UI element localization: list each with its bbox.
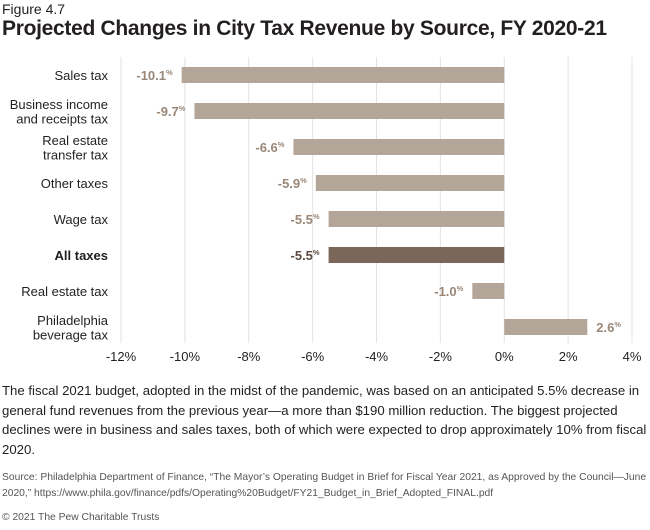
category-label: Real estate (42, 133, 108, 148)
x-tick-label: 4% (623, 349, 642, 364)
bar-chart: -10.1% -9.7% -6.6% -5.9% -5.5% -5.5% -1.0% 2.6%… (10, 57, 642, 364)
bar (181, 67, 505, 83)
bar (472, 283, 505, 299)
figure-label: Figure 4.7 (2, 1, 66, 17)
category-label: Other taxes (41, 176, 109, 191)
x-axis-ticks: -12% -10% -8% -6% -4% -2% 0% 2% 4% (106, 349, 642, 364)
category-label: beverage tax (33, 327, 109, 342)
category-label: Real estate tax (21, 284, 108, 299)
x-tick-label: -12% (106, 349, 137, 364)
gridlines (120, 57, 633, 343)
category-label: transfer tax (43, 147, 109, 162)
x-tick-label: -8% (237, 349, 261, 364)
bar (194, 103, 505, 119)
caption: The fiscal 2021 budget, adopted in the m… (2, 383, 647, 457)
x-tick-label: 2% (559, 349, 578, 364)
category-label: and receipts tax (16, 111, 108, 126)
bar (328, 211, 505, 227)
source-note: Source: Philadelphia Department of Finan… (2, 472, 647, 499)
data-label: -5.5% (291, 248, 320, 263)
data-label: -6.6% (255, 140, 284, 155)
chart-title: Projected Changes in City Tax Revenue by… (2, 17, 607, 40)
category-label: Sales tax (55, 68, 109, 83)
copyright: © 2021 The Pew Charitable Trusts (2, 512, 160, 523)
category-label: Wage tax (54, 212, 109, 227)
x-tick-label: -10% (170, 349, 201, 364)
bar (328, 247, 505, 263)
data-label: -1.0% (434, 284, 463, 299)
x-tick-label: -2% (429, 349, 453, 364)
data-label: -10.1% (136, 68, 173, 83)
data-label: -9.7% (156, 104, 185, 119)
bars (181, 67, 588, 335)
category-label: Philadelphia (37, 313, 109, 328)
data-label: -5.9% (278, 176, 307, 191)
x-tick-label: 0% (495, 349, 514, 364)
value-labels: -10.1% -9.7% -6.6% -5.9% -5.5% -5.5% -1.0% 2.6% (136, 68, 621, 335)
category-label: Business income (10, 97, 108, 112)
bar (293, 139, 505, 155)
bar (315, 175, 505, 191)
bar (504, 319, 588, 335)
x-tick-label: -6% (301, 349, 325, 364)
x-tick-label: -4% (365, 349, 389, 364)
category-label: All taxes (55, 248, 108, 263)
data-label: 2.6% (596, 320, 621, 335)
data-label: -5.5% (291, 212, 320, 227)
